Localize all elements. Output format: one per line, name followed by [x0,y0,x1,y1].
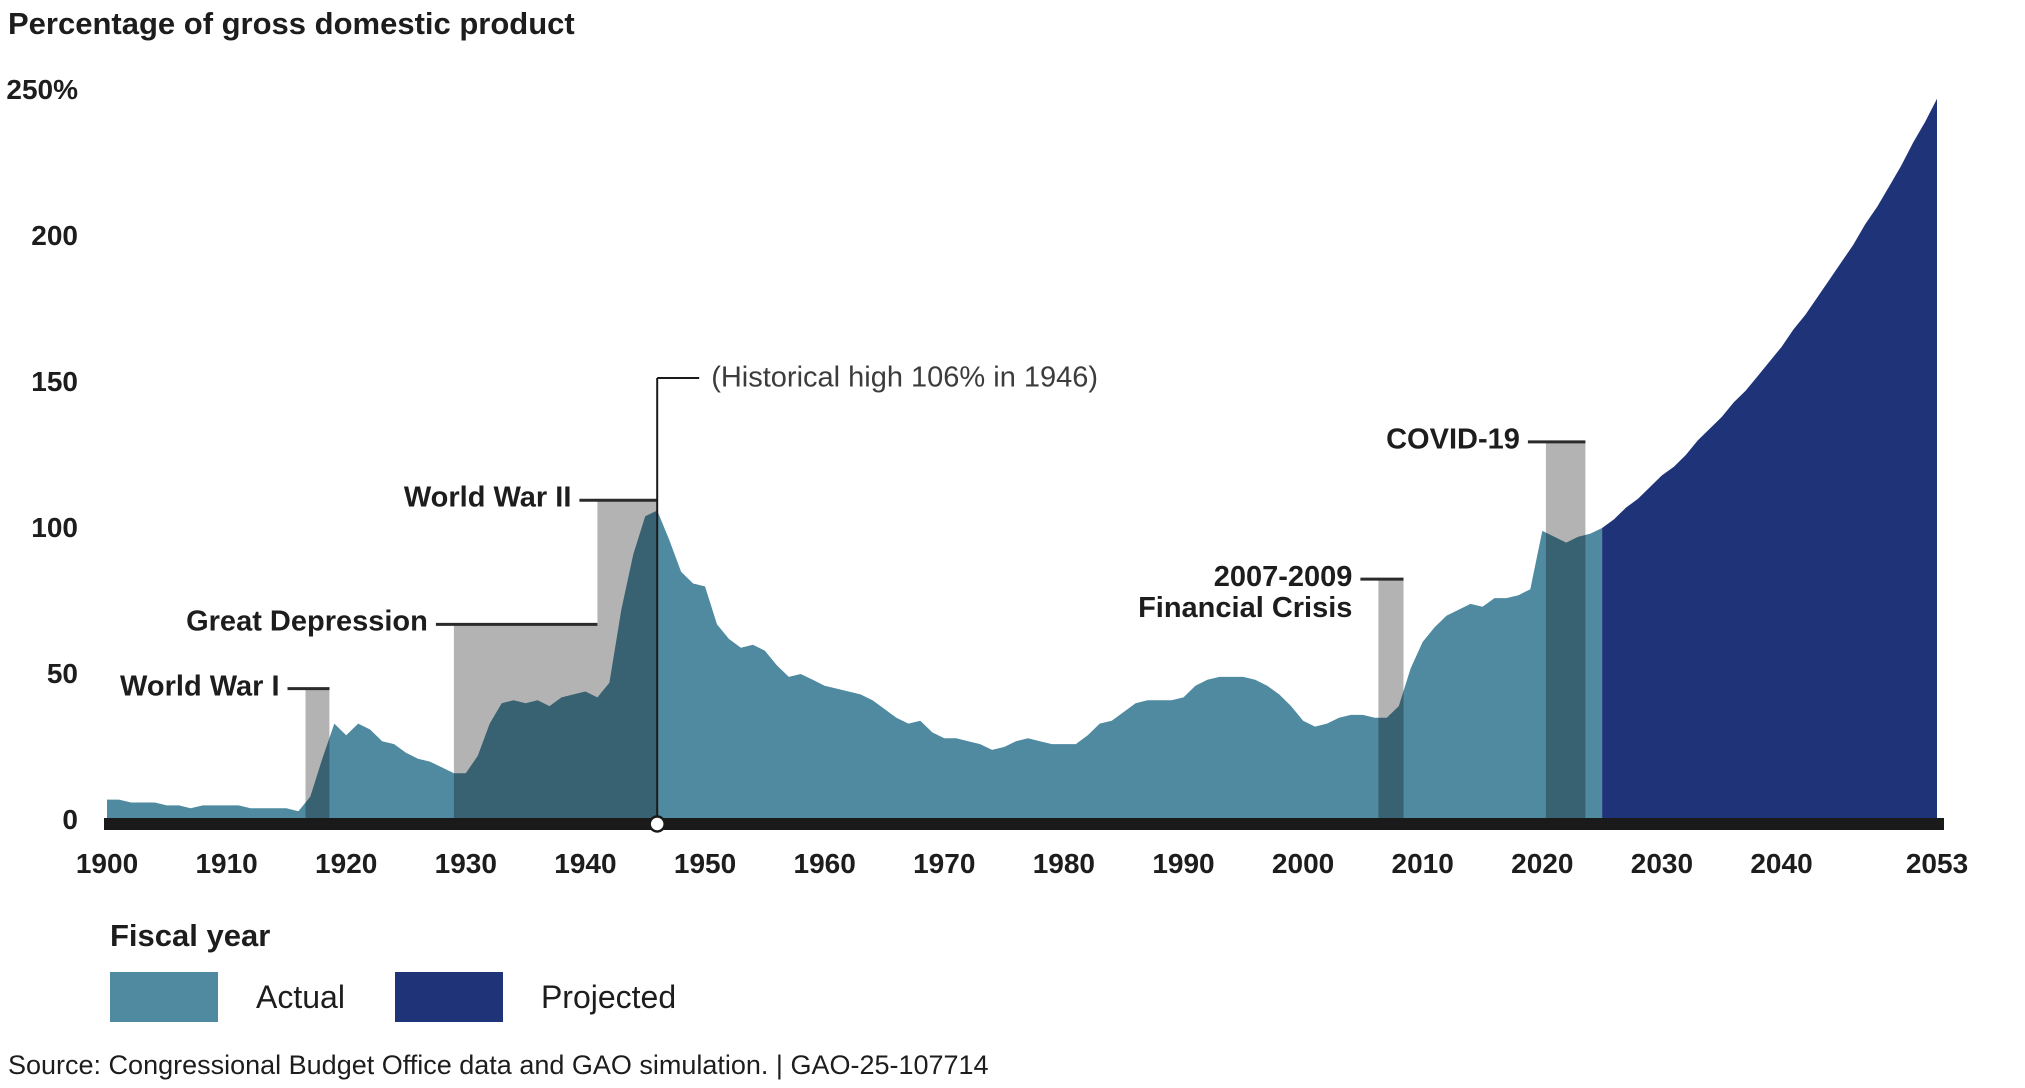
y-tick-label: 250% [6,74,78,105]
x-tick-label: 1900 [75,848,139,879]
event-band [597,500,658,818]
x-tick-label: 2000 [1271,848,1335,879]
x-tick-label: 1940 [554,848,617,879]
projected-area [1602,98,1937,831]
x-tick-label: 2020 [1511,848,1574,879]
event-band [453,624,598,818]
event-band [1378,579,1404,818]
x-tick-label: 1980 [1032,848,1096,879]
x-tick-label: 1960 [793,848,856,879]
event-band [1545,441,1586,818]
legend: Actual Projected [110,972,726,1022]
area-series-layer [107,98,1937,831]
historical-high-note: (Historical high 106% in 1946) [711,361,1099,394]
event-label: COVID-19 [1386,423,1520,456]
x-tick-label: 1920 [315,848,378,879]
actual-legend-swatch [110,972,218,1022]
y-tick-label: 0 [62,804,78,835]
x-axis-bar-layer [104,818,1944,830]
x-tick-label: 1930 [434,848,497,879]
y-tick-label: 100 [31,512,78,543]
projected-legend-label: Projected [540,978,677,1015]
event-label: World War II [403,481,572,514]
x-tick-label: 2053 [1905,848,1969,879]
event-label: 2007-2009 Financial Crisis [1138,561,1353,625]
event-label: World War I [120,670,280,703]
x-axis-title: Fiscal year [110,918,271,953]
connector-lines-layer [287,440,1586,691]
y-tick-label: 50 [46,658,78,689]
x-tick-label: 2040 [1750,848,1813,879]
actual-area [107,510,1603,830]
event-band [305,688,330,818]
event-bands-layer [305,441,1586,818]
historical-high-callout-layer [648,377,700,833]
x-tick-label: 1950 [673,848,737,879]
y-tick-label: 150 [31,366,78,397]
callout-axis-marker [648,815,666,833]
event-label: Great Depression [186,605,428,638]
x-tick-label: 1990 [1152,848,1215,879]
x-tick-label: 1910 [195,848,258,879]
projected-legend-swatch [394,972,503,1022]
chart-title: Percentage of gross domestic product [8,6,575,41]
actual-legend-label: Actual [256,978,345,1015]
source-note: Source: Congressional Budget Office data… [8,1050,989,1080]
x-tick-label: 2030 [1630,848,1694,879]
x-tick-label: 2010 [1391,848,1454,879]
y-tick-label: 200 [31,220,78,251]
x-axis-bar [104,818,1944,830]
x-tick-label: 1970 [913,848,976,879]
